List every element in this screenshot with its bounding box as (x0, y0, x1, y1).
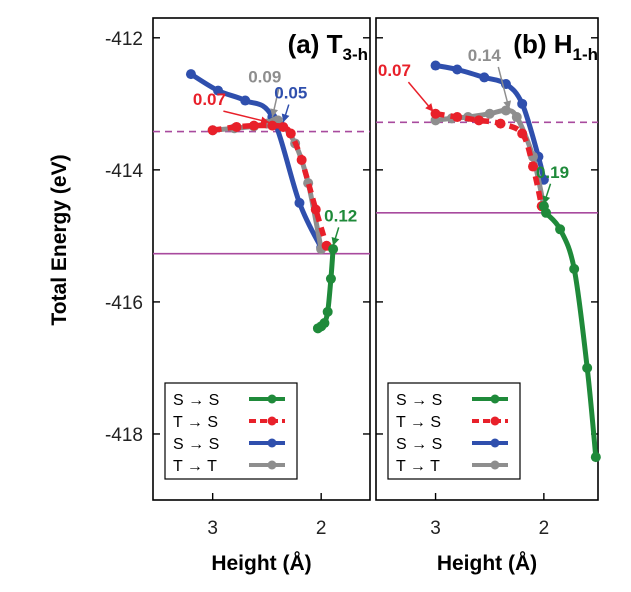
legend-marker-red (490, 416, 500, 426)
data-point-blue (213, 85, 224, 96)
legend-marker-blue (490, 438, 500, 448)
legend-label: S → S (173, 436, 219, 453)
data-point-blue (430, 60, 441, 71)
data-point-red (517, 128, 528, 139)
legend-label: S → S (396, 392, 442, 409)
series-line-red (435, 110, 545, 207)
annotation-label: 0.14 (468, 46, 502, 65)
annotation-arrowhead (270, 108, 279, 118)
y-axis-label: Total Energy (eV) (48, 154, 71, 325)
legend-label: T → T (396, 458, 440, 475)
panel-title-subscript: 3-h (343, 45, 369, 64)
annotation-label: 0.12 (324, 206, 357, 225)
y-tick-label: -412 (105, 29, 143, 50)
data-point-green (322, 306, 333, 317)
legend-label: T → T (173, 458, 217, 475)
data-point-red (473, 115, 484, 126)
legend-label: S → S (173, 392, 219, 409)
panel-title-main: (b) H (513, 29, 572, 59)
annotation-label: 0.05 (274, 84, 307, 103)
data-point-blue (240, 95, 251, 106)
x-axis-label: Height (Å) (437, 551, 537, 575)
panel-title: (a) T3-h (288, 29, 368, 64)
legend-label: T → S (396, 414, 441, 431)
data-point-gray (484, 108, 495, 119)
annotation-label: 0.07 (378, 61, 411, 80)
panel-a-frame (152, 17, 371, 501)
data-point-blue (185, 69, 196, 80)
x-axis-label: Height (Å) (211, 551, 311, 575)
legend-marker-gray (490, 460, 500, 470)
y-tick-label: -414 (105, 161, 143, 182)
annotation-label: 0.19 (536, 163, 569, 182)
data-point-green (328, 244, 339, 255)
legend-marker-gray (267, 460, 277, 470)
annotation-arrowhead (281, 113, 290, 123)
data-point-green (582, 362, 593, 373)
legend-label: T → S (173, 414, 218, 431)
data-point-green (325, 273, 336, 284)
legend-label: S → S (396, 436, 442, 453)
legend-marker-red (267, 416, 277, 426)
legend-marker-blue (267, 438, 277, 448)
data-point-red (278, 121, 289, 132)
legend-marker-green (267, 394, 277, 404)
legend-marker-green (490, 394, 500, 404)
annotation-label: 0.07 (193, 90, 226, 109)
data-point-blue (294, 197, 305, 208)
annotation-arrowhead (331, 236, 340, 246)
data-point-red (231, 121, 242, 132)
data-point-red (495, 118, 506, 129)
panel-title-subscript: 1-h (573, 45, 599, 64)
series-line-green (541, 203, 599, 460)
data-point-red (296, 154, 307, 165)
data-point-red (248, 120, 259, 131)
data-point-green (312, 323, 323, 334)
data-point-green (590, 452, 601, 463)
x-tick-label: 2 (539, 518, 550, 539)
data-point-red (207, 125, 218, 136)
y-tick-label: -418 (105, 425, 143, 446)
data-point-green (541, 207, 552, 218)
y-tick-label: -416 (105, 293, 143, 314)
data-point-red (452, 112, 463, 123)
annotation-label: 0.09 (248, 68, 281, 87)
annotation-arrowhead (260, 116, 270, 125)
data-point-red (285, 128, 296, 139)
data-point-red (267, 120, 278, 131)
data-point-red (310, 204, 321, 215)
data-point-blue (452, 64, 463, 75)
series-line-green (315, 246, 336, 331)
x-tick-label: 2 (316, 518, 327, 539)
annotation-arrowhead (425, 103, 434, 112)
data-point-red (528, 161, 539, 172)
data-point-gray (511, 112, 522, 123)
x-tick-label: 3 (430, 518, 441, 539)
data-point-green (569, 263, 580, 274)
data-point-blue (517, 98, 528, 109)
annotation-arrowhead (503, 100, 512, 110)
panel-title-main: (a) T (288, 29, 343, 59)
data-point-green (555, 224, 566, 235)
panel-title: (b) H1-h (513, 29, 598, 64)
annotation-arrowhead (542, 195, 551, 205)
panel-b-frame (375, 17, 599, 501)
data-point-blue (479, 72, 490, 83)
x-tick-label: 3 (207, 518, 218, 539)
